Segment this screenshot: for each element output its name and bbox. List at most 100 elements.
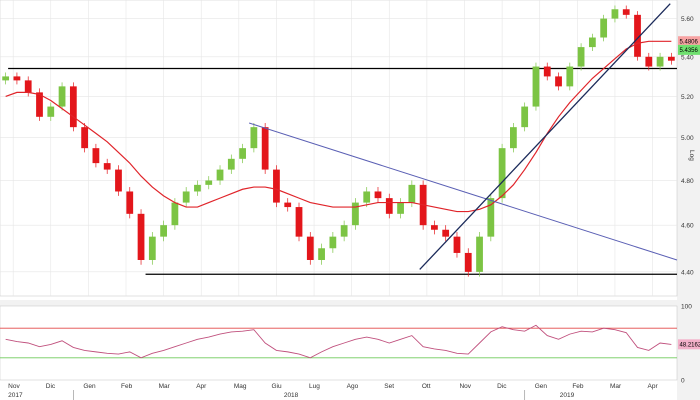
candle-body (205, 180, 213, 185)
candle-body (115, 169, 122, 192)
price-tick-label: 4.40 (681, 269, 694, 276)
candle-body (69, 86, 77, 128)
candle-body (47, 106, 55, 117)
price-tick-label: 4.60 (681, 223, 694, 230)
candle-body (329, 236, 337, 249)
last-price-badge-text: 5.4356 (680, 48, 699, 54)
x-month-label: Set (384, 383, 394, 390)
candle-body (611, 9, 619, 19)
candle-body (194, 184, 201, 192)
x-month-label: Gen (83, 383, 96, 390)
candle-body (363, 191, 371, 203)
x-month-label: Gen (535, 383, 548, 390)
candle-body (374, 191, 382, 199)
candle-body (295, 207, 303, 237)
price-panel (0, 0, 678, 297)
candle-body (622, 9, 630, 15)
x-year-label: 2019 (560, 392, 575, 399)
candle-body (577, 47, 585, 67)
x-month-label: Mag (234, 383, 247, 390)
candle-body (306, 236, 314, 260)
x-month-label: Dic (497, 383, 507, 390)
price-tick-label: 5.60 (681, 16, 694, 23)
candle-body (385, 198, 393, 214)
x-month-label: Ago (347, 383, 359, 390)
candlesticks (2, 5, 675, 277)
x-month-label: Mar (610, 383, 622, 390)
rsi-line (5, 324, 672, 359)
trendlines (248, 3, 678, 270)
candle-body (126, 191, 134, 214)
x-month-label: Dic (46, 383, 56, 390)
downtrend-line (248, 122, 678, 261)
candle-body (171, 202, 179, 226)
rsi-tick-label: 0 (681, 378, 685, 385)
candle-body (464, 252, 472, 272)
candle-body (137, 213, 145, 260)
candle-body (645, 56, 653, 67)
candle-body (566, 66, 574, 87)
price-tick-label: 5.00 (681, 135, 694, 142)
candle-body (148, 236, 156, 260)
moving-average-line (5, 40, 672, 213)
candle-body (487, 198, 495, 237)
y-axis-panel (677, 0, 700, 400)
candle-body (667, 56, 675, 61)
candle-body (352, 202, 359, 226)
candle-body (24, 80, 32, 93)
price-tick-label: 4.80 (681, 178, 694, 185)
candle-body (13, 76, 21, 81)
candle-body (532, 66, 540, 107)
rsi-tick-label: 100 (681, 304, 692, 311)
x-axis: Nov Dic Gen Feb Mar Apr Mag Giu Lug Ago Set Ott Nov D… (8, 383, 659, 400)
candle-body (261, 127, 269, 170)
candle-body (555, 76, 562, 87)
candle-body (442, 229, 450, 237)
candle-body (239, 148, 246, 159)
y-axis-scale-label: Log (688, 150, 695, 161)
candle-body (476, 236, 483, 272)
candle-body (498, 148, 506, 199)
x-month-label: Apr (648, 383, 659, 390)
x-month-label: Giu (271, 383, 282, 390)
horizontal-levels (8, 67, 677, 275)
x-month-label: Feb (121, 383, 133, 390)
candle-body (588, 37, 596, 48)
candle-body (182, 191, 190, 203)
rsi-value-badge (678, 339, 700, 350)
candle-body (284, 202, 292, 208)
candle-body (543, 66, 551, 77)
x-month-label: Nov (459, 383, 471, 390)
x-month-label: Mar (159, 383, 171, 390)
x-month-label: Ott (422, 383, 431, 390)
candle-body (656, 56, 664, 67)
x-year-label: 2018 (284, 392, 299, 399)
candle-body (92, 148, 100, 164)
candle-body (81, 127, 89, 149)
panel-divider[interactable] (0, 300, 677, 306)
candle-body (36, 92, 43, 117)
price-tick-label: 5.40 (681, 54, 694, 61)
candle-body (340, 225, 348, 237)
candle-body (318, 248, 325, 260)
x-month-label: Apr (196, 383, 207, 390)
x-month-label: Feb (572, 383, 584, 390)
candle-body (273, 169, 280, 203)
moving-average-badge-text: 5.4806 (680, 39, 699, 45)
rsi-value-badge-text: 48.2162 (680, 343, 700, 349)
candle-body (408, 184, 416, 203)
value-badges: 5.4806 5.4356 (678, 36, 700, 55)
candle-body (453, 236, 461, 253)
candle-body (250, 127, 258, 149)
x-month-label: Lug (309, 383, 320, 390)
candle-body (216, 169, 224, 181)
candle-body (634, 14, 641, 57)
candle-body (58, 86, 66, 107)
uptrend-line (419, 3, 671, 270)
rsi-panel (0, 305, 678, 381)
last-price-badge (678, 44, 700, 55)
candle-body (227, 158, 235, 170)
moving-average-badge (678, 36, 700, 47)
x-month-label: Nov (8, 383, 20, 390)
